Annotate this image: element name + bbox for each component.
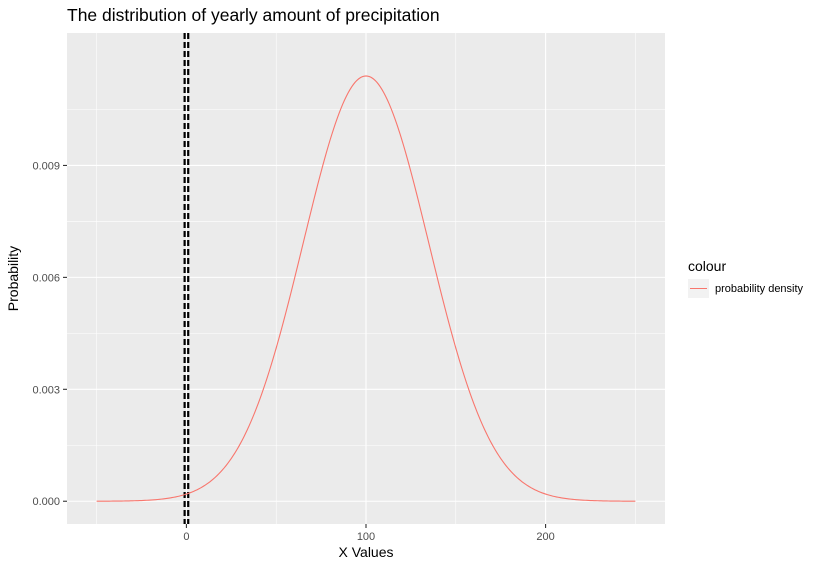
x-axis: 0 100 200 [183, 524, 555, 543]
y-tick-label: 0.003 [32, 384, 60, 396]
y-tick-label: 0.006 [32, 272, 60, 284]
density-curve [96, 75, 636, 502]
legend-title: colour [688, 258, 726, 274]
x-tick-label: 0 [183, 531, 189, 543]
y-axis-title: Probability [5, 246, 21, 311]
legend: colour probability density [688, 258, 804, 298]
y-tick-label: 0.000 [32, 496, 60, 508]
major-gridlines [67, 33, 665, 524]
legend-label: probability density [715, 283, 804, 295]
x-tick-label: 200 [536, 531, 554, 543]
series-layer [96, 75, 636, 502]
x-axis-title: X Values [339, 544, 394, 560]
reference-lines [183, 33, 190, 524]
chart-title: The distribution of yearly amount of pre… [67, 5, 440, 25]
x-tick-label: 100 [357, 531, 375, 543]
y-tick-label: 0.009 [32, 160, 60, 172]
y-axis: 0.000 0.003 0.006 0.009 [32, 160, 67, 508]
legend-entries: probability density [688, 279, 804, 298]
